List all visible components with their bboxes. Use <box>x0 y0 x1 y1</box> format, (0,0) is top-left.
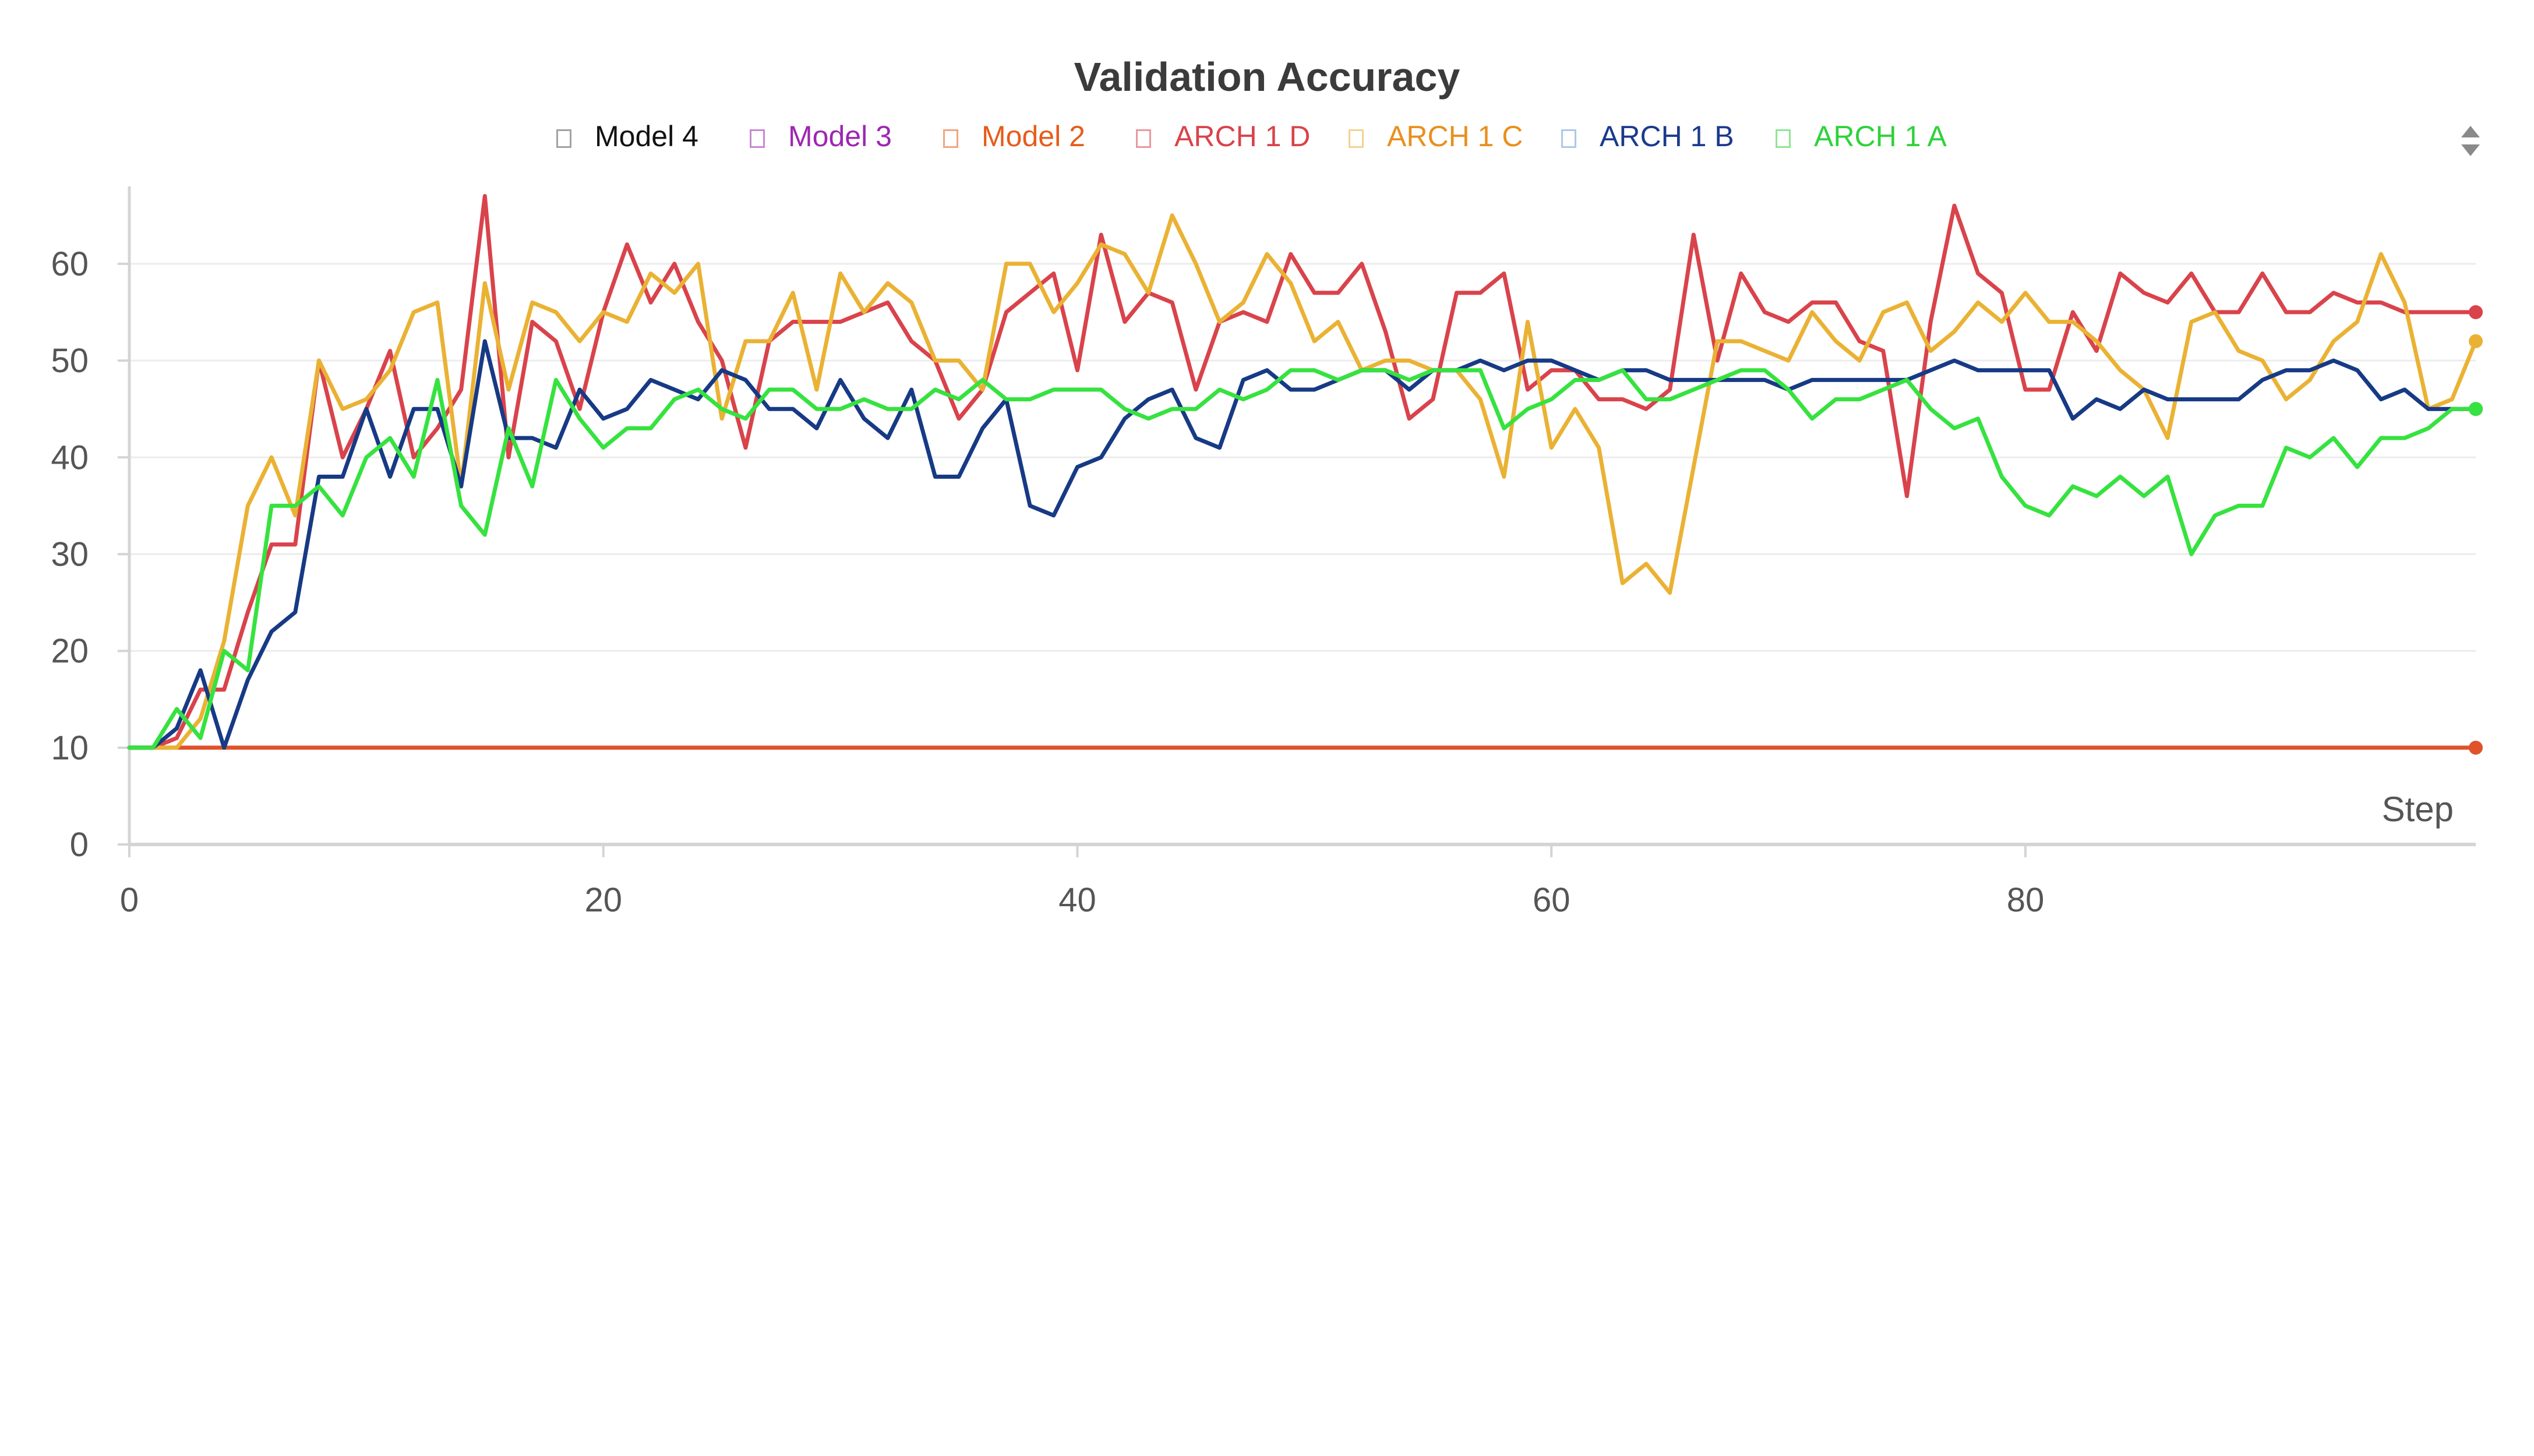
series-endpoint-arch-1-d <box>2469 305 2483 320</box>
x-tick-label: 80 <box>2007 881 2045 919</box>
legend-item-model-4[interactable]: Model 4 <box>556 119 698 153</box>
series-layer <box>127 194 2483 755</box>
series-endpoint-arch-1-c <box>2469 334 2483 348</box>
y-tick-label: 10 <box>51 729 89 767</box>
y-tick-label: 60 <box>51 245 89 283</box>
legend-label: Model 3 <box>788 120 892 153</box>
legend-item-arch-1-a[interactable]: ARCH 1 A <box>1776 119 1947 153</box>
legend-label: Model 2 <box>982 120 1085 153</box>
legend-swatch[interactable] <box>1776 129 1791 148</box>
legend-item-arch-1-c[interactable]: ARCH 1 C <box>1349 119 1523 153</box>
grid-lines <box>129 263 2476 749</box>
legend-swatch[interactable] <box>1136 129 1151 148</box>
legend-label: ARCH 1 A <box>1814 120 1947 153</box>
y-tick-label: 20 <box>51 632 89 670</box>
series-line-arch-1-b <box>127 339 2478 750</box>
sort-toggle-icon[interactable] <box>2460 125 2481 157</box>
legend-label: ARCH 1 B <box>1600 120 1734 153</box>
legend-swatch[interactable] <box>1349 129 1364 148</box>
x-tick-label: 20 <box>584 881 622 919</box>
series-line-arch-1-a <box>127 368 2478 750</box>
series-endpoint-model-2 <box>2469 740 2483 755</box>
axes: 0 10 20 30 40 50 60 0 20 40 60 80 <box>51 186 2476 919</box>
legend-item-arch-1-b[interactable]: ARCH 1 B <box>1561 119 1734 153</box>
legend-item-arch-1-d[interactable]: ARCH 1 D <box>1136 119 1310 153</box>
x-tick-label: 0 <box>120 881 139 919</box>
x-axis-label: Step <box>2382 790 2454 829</box>
y-tick-label: 30 <box>51 535 89 573</box>
series-endpoint-arch-1-a <box>2469 402 2483 416</box>
legend-item-model-3[interactable]: Model 3 <box>750 119 892 153</box>
legend-label: Model 4 <box>595 120 698 153</box>
y-tick-label: 40 <box>51 439 89 476</box>
legend-swatch[interactable] <box>1561 129 1576 148</box>
legend-label: ARCH 1 D <box>1174 120 1311 153</box>
x-tick-label: 60 <box>1533 881 1570 919</box>
y-tick-label: 50 <box>51 342 89 380</box>
legend-label: ARCH 1 C <box>1387 120 1523 153</box>
legend-swatch[interactable] <box>943 129 958 148</box>
legend-swatch[interactable] <box>556 129 571 148</box>
chart-title: Validation Accuracy <box>1074 54 1460 100</box>
x-tick-label: 40 <box>1058 881 1096 919</box>
y-tick-label: 0 <box>70 826 89 864</box>
series-line-arch-1-d <box>127 194 2478 750</box>
series-line-arch-1-c <box>127 213 2478 750</box>
legend-swatch[interactable] <box>750 129 765 148</box>
legend-item-model-2[interactable]: Model 2 <box>943 119 1085 153</box>
